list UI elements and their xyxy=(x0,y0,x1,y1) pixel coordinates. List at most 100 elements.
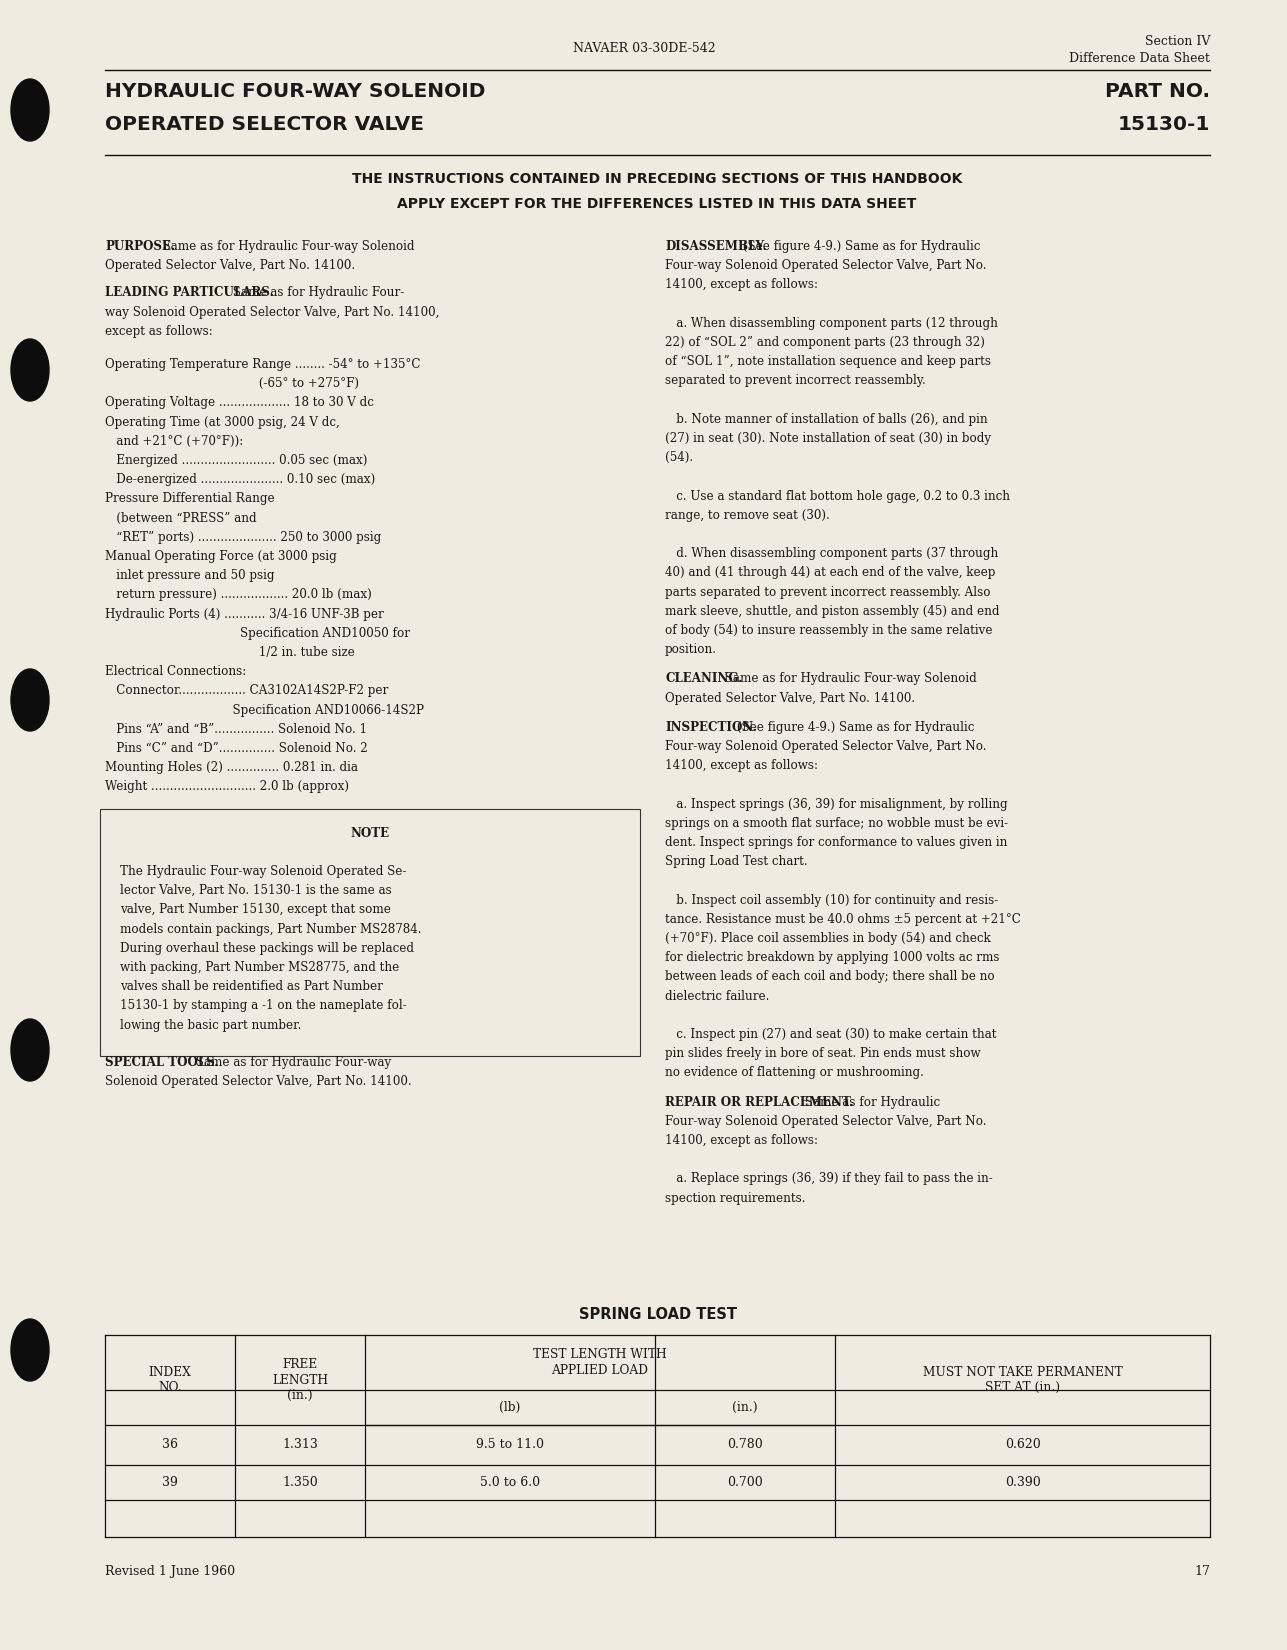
Text: b. Inspect coil assembly (10) for continuity and resis-: b. Inspect coil assembly (10) for contin… xyxy=(665,894,999,906)
Text: way Solenoid Operated Selector Valve, Part No. 14100,: way Solenoid Operated Selector Valve, Pa… xyxy=(106,305,439,318)
Text: Energized ......................... 0.05 sec (max): Energized ......................... 0.05… xyxy=(106,454,367,467)
Text: 40) and (41 through 44) at each end of the valve, keep: 40) and (41 through 44) at each end of t… xyxy=(665,566,995,579)
Bar xyxy=(100,808,640,1056)
Text: spection requirements.: spection requirements. xyxy=(665,1191,806,1204)
Ellipse shape xyxy=(12,79,49,140)
Text: During overhaul these packings will be replaced: During overhaul these packings will be r… xyxy=(120,942,414,955)
Text: dielectric failure.: dielectric failure. xyxy=(665,990,770,1003)
Text: Connector.................. CA3102A14S2P-F2 per: Connector.................. CA3102A14S2P… xyxy=(106,685,389,698)
Text: Operating Voltage ................... 18 to 30 V dc: Operating Voltage ................... 18… xyxy=(106,396,375,409)
Text: between leads of each coil and body; there shall be no: between leads of each coil and body; the… xyxy=(665,970,995,983)
Text: except as follows:: except as follows: xyxy=(106,325,212,338)
Text: Section IV: Section IV xyxy=(1144,35,1210,48)
Text: (in.): (in.) xyxy=(732,1401,758,1414)
Text: Weight ............................ 2.0 lb (approx): Weight ............................ 2.0 … xyxy=(106,780,349,794)
Text: Revised 1 June 1960: Revised 1 June 1960 xyxy=(106,1564,236,1577)
Text: Spring Load Test chart.: Spring Load Test chart. xyxy=(665,855,808,868)
Text: NAVAER 03-30DE-542: NAVAER 03-30DE-542 xyxy=(573,41,716,54)
Text: Same as for Hydraulic: Same as for Hydraulic xyxy=(802,1096,941,1109)
Text: 39: 39 xyxy=(162,1477,178,1488)
Text: Pins “A” and “B”................ Solenoid No. 1: Pins “A” and “B”................ Solenoi… xyxy=(106,723,367,736)
Text: tance. Resistance must be 40.0 ohms ±5 percent at +21°C: tance. Resistance must be 40.0 ohms ±5 p… xyxy=(665,912,1021,926)
Text: of “SOL 1”, note installation sequence and keep parts: of “SOL 1”, note installation sequence a… xyxy=(665,355,991,368)
Text: Mounting Holes (2) .............. 0.281 in. dia: Mounting Holes (2) .............. 0.281 … xyxy=(106,761,358,774)
Text: 1.313: 1.313 xyxy=(282,1439,318,1452)
Text: Hydraulic Ports (4) ........... 3/4-16 UNF-3B per: Hydraulic Ports (4) ........... 3/4-16 U… xyxy=(106,607,384,620)
Text: Operating Temperature Range ........ -54° to +135°C: Operating Temperature Range ........ -54… xyxy=(106,358,421,371)
Text: Same as for Hydraulic Four-way Solenoid: Same as for Hydraulic Four-way Solenoid xyxy=(721,673,977,685)
Text: CLEANING.: CLEANING. xyxy=(665,673,743,685)
Text: (See figure 4-9.) Same as for Hydraulic: (See figure 4-9.) Same as for Hydraulic xyxy=(734,721,974,734)
Text: range, to remove seat (30).: range, to remove seat (30). xyxy=(665,508,830,521)
Text: OPERATED SELECTOR VALVE: OPERATED SELECTOR VALVE xyxy=(106,116,423,134)
Text: TEST LENGTH WITH
APPLIED LOAD: TEST LENGTH WITH APPLIED LOAD xyxy=(533,1348,667,1376)
Text: lector Valve, Part No. 15130-1 is the same as: lector Valve, Part No. 15130-1 is the sa… xyxy=(120,884,391,898)
Text: De-energized ...................... 0.10 sec (max): De-energized ...................... 0.10… xyxy=(106,474,376,487)
Text: SPECIAL TOOLS.: SPECIAL TOOLS. xyxy=(106,1056,219,1069)
Text: no evidence of flattening or mushrooming.: no evidence of flattening or mushrooming… xyxy=(665,1066,924,1079)
Text: valves shall be reidentified as Part Number: valves shall be reidentified as Part Num… xyxy=(120,980,382,993)
Text: 0.390: 0.390 xyxy=(1005,1477,1040,1488)
Text: Operated Selector Valve, Part No. 14100.: Operated Selector Valve, Part No. 14100. xyxy=(106,259,355,272)
Text: Solenoid Operated Selector Valve, Part No. 14100.: Solenoid Operated Selector Valve, Part N… xyxy=(106,1076,412,1087)
Text: 1/2 in. tube size: 1/2 in. tube size xyxy=(106,647,355,658)
Text: (between “PRESS” and: (between “PRESS” and xyxy=(106,512,256,525)
Text: FREE
LENGTH
(in.): FREE LENGTH (in.) xyxy=(272,1358,328,1401)
Text: 14100, except as follows:: 14100, except as follows: xyxy=(665,1134,819,1147)
Ellipse shape xyxy=(12,1020,49,1081)
Text: Four-way Solenoid Operated Selector Valve, Part No.: Four-way Solenoid Operated Selector Valv… xyxy=(665,1115,987,1129)
Text: Same as for Hydraulic Four-: Same as for Hydraulic Four- xyxy=(229,287,404,299)
Text: (-65° to +275°F): (-65° to +275°F) xyxy=(106,378,359,389)
Text: PART NO.: PART NO. xyxy=(1106,82,1210,101)
Text: (54).: (54). xyxy=(665,450,694,464)
Text: LEADING PARTICULARS.: LEADING PARTICULARS. xyxy=(106,287,274,299)
Ellipse shape xyxy=(12,1318,49,1381)
Text: separated to prevent incorrect reassembly.: separated to prevent incorrect reassembl… xyxy=(665,375,925,388)
Text: c. Inspect pin (27) and seat (30) to make certain that: c. Inspect pin (27) and seat (30) to mak… xyxy=(665,1028,996,1041)
Text: INDEX
NO.: INDEX NO. xyxy=(148,1366,192,1394)
Text: (27) in seat (30). Note installation of seat (30) in body: (27) in seat (30). Note installation of … xyxy=(665,432,991,446)
Text: 0.700: 0.700 xyxy=(727,1477,763,1488)
Text: Operating Time (at 3000 psig, 24 V dc,: Operating Time (at 3000 psig, 24 V dc, xyxy=(106,416,340,429)
Ellipse shape xyxy=(12,338,49,401)
Text: NOTE: NOTE xyxy=(350,827,390,840)
Text: models contain packings, Part Number MS28784.: models contain packings, Part Number MS2… xyxy=(120,922,422,936)
Text: DISASSEMBLY.: DISASSEMBLY. xyxy=(665,239,767,252)
Text: lowing the basic part number.: lowing the basic part number. xyxy=(120,1018,301,1031)
Text: d. When disassembling component parts (37 through: d. When disassembling component parts (3… xyxy=(665,548,999,561)
Text: inlet pressure and 50 psig: inlet pressure and 50 psig xyxy=(106,569,274,582)
Text: (See figure 4-9.) Same as for Hydraulic: (See figure 4-9.) Same as for Hydraulic xyxy=(739,239,981,252)
Text: (+70°F). Place coil assemblies in body (54) and check: (+70°F). Place coil assemblies in body (… xyxy=(665,932,991,945)
Text: dent. Inspect springs for conformance to values given in: dent. Inspect springs for conformance to… xyxy=(665,837,1008,850)
Text: for dielectric breakdown by applying 1000 volts ac rms: for dielectric breakdown by applying 100… xyxy=(665,950,1000,964)
Text: REPAIR OR REPLACEMENT.: REPAIR OR REPLACEMENT. xyxy=(665,1096,853,1109)
Text: pin slides freely in bore of seat. Pin ends must show: pin slides freely in bore of seat. Pin e… xyxy=(665,1048,981,1061)
Text: “RET” ports) ..................... 250 to 3000 psig: “RET” ports) ..................... 250 t… xyxy=(106,531,381,545)
Text: Same as for Hydraulic Four-way Solenoid: Same as for Hydraulic Four-way Solenoid xyxy=(154,239,414,252)
Text: and +21°C (+70°F)):: and +21°C (+70°F)): xyxy=(106,436,243,447)
Text: THE INSTRUCTIONS CONTAINED IN PRECEDING SECTIONS OF THIS HANDBOOK: THE INSTRUCTIONS CONTAINED IN PRECEDING … xyxy=(351,172,963,186)
Text: a. When disassembling component parts (12 through: a. When disassembling component parts (1… xyxy=(665,317,997,330)
Text: 17: 17 xyxy=(1194,1564,1210,1577)
Text: Four-way Solenoid Operated Selector Valve, Part No.: Four-way Solenoid Operated Selector Valv… xyxy=(665,739,987,752)
Text: 0.620: 0.620 xyxy=(1005,1439,1040,1452)
Text: APPLY EXCEPT FOR THE DIFFERENCES LISTED IN THIS DATA SHEET: APPLY EXCEPT FOR THE DIFFERENCES LISTED … xyxy=(398,196,916,211)
Text: of body (54) to insure reassembly in the same relative: of body (54) to insure reassembly in the… xyxy=(665,624,992,637)
Text: return pressure) .................. 20.0 lb (max): return pressure) .................. 20.0… xyxy=(106,589,372,601)
Text: 1.350: 1.350 xyxy=(282,1477,318,1488)
Text: 5.0 to 6.0: 5.0 to 6.0 xyxy=(480,1477,541,1488)
Text: with packing, Part Number MS28775, and the: with packing, Part Number MS28775, and t… xyxy=(120,960,399,974)
Text: 0.780: 0.780 xyxy=(727,1439,763,1452)
Text: valve, Part Number 15130, except that some: valve, Part Number 15130, except that so… xyxy=(120,904,391,916)
Text: Specification AND10066-14S2P: Specification AND10066-14S2P xyxy=(106,703,423,716)
Text: 14100, except as follows:: 14100, except as follows: xyxy=(665,279,819,292)
Text: PURPOSE.: PURPOSE. xyxy=(106,239,175,252)
Text: a. Inspect springs (36, 39) for misalignment, by rolling: a. Inspect springs (36, 39) for misalign… xyxy=(665,797,1008,810)
Text: (lb): (lb) xyxy=(499,1401,521,1414)
Text: 22) of “SOL 2” and component parts (23 through 32): 22) of “SOL 2” and component parts (23 t… xyxy=(665,337,985,350)
Text: parts separated to prevent incorrect reassembly. Also: parts separated to prevent incorrect rea… xyxy=(665,586,991,599)
Text: 9.5 to 11.0: 9.5 to 11.0 xyxy=(476,1439,544,1452)
Ellipse shape xyxy=(12,668,49,731)
Text: Specification AND10050 for: Specification AND10050 for xyxy=(106,627,411,640)
Text: b. Note manner of installation of balls (26), and pin: b. Note manner of installation of balls … xyxy=(665,412,987,426)
